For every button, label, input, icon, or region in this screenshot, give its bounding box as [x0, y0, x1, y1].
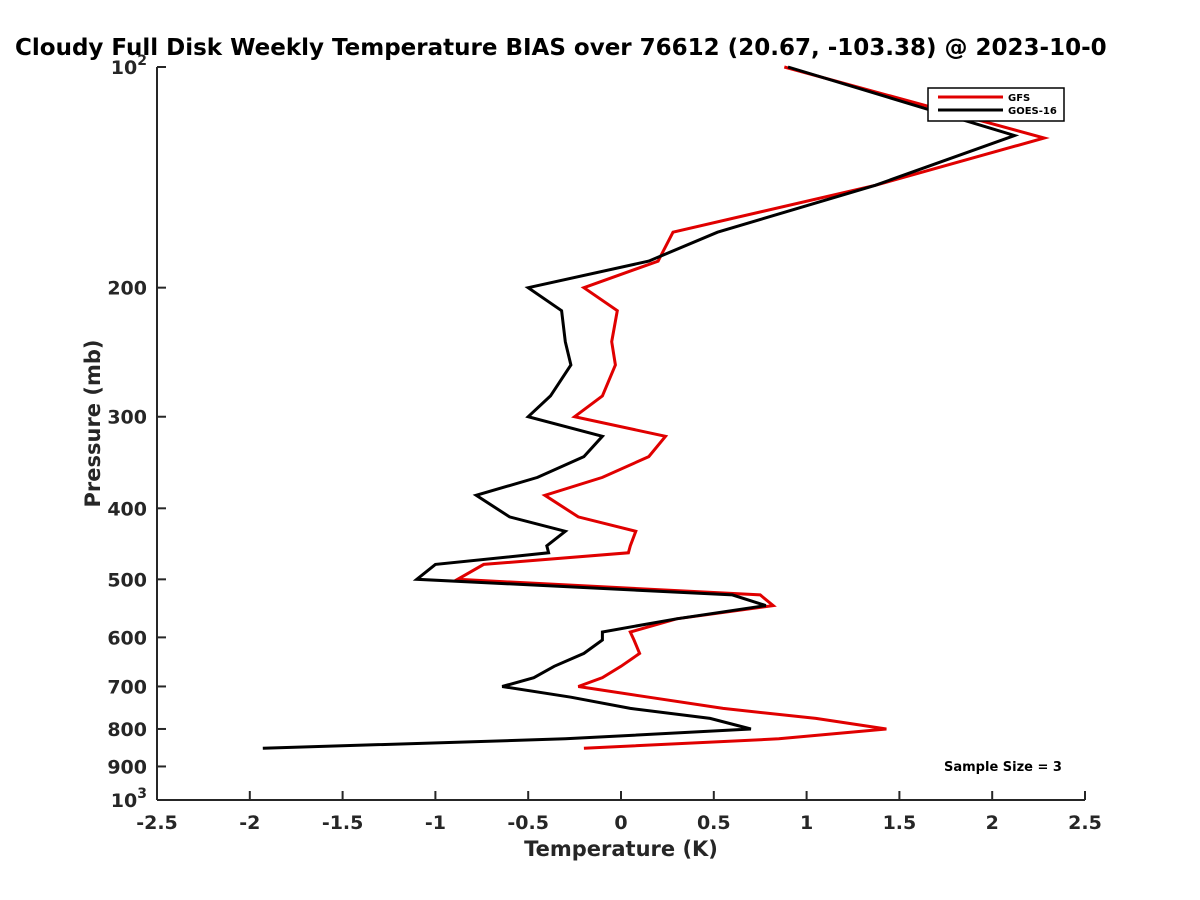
x-axis-label: Temperature (K)	[524, 837, 718, 861]
legend-label: GFS	[1008, 93, 1030, 104]
y-tick-base: 10	[111, 790, 137, 812]
y-tick-label: 800	[107, 719, 147, 741]
legend: GFS GOES-16	[927, 87, 1065, 122]
y-tick-label: 400	[107, 498, 147, 520]
chart-title: Cloudy Full Disk Weekly Temperature BIAS…	[15, 35, 1107, 61]
y-axis-label: Pressure (mb)	[81, 340, 105, 508]
x-tick-label: 0.5	[697, 812, 731, 834]
y-tick-label: 900	[107, 756, 147, 778]
series-line-gfs	[452, 65, 1050, 750]
x-tick-label: -2	[239, 812, 260, 834]
y-tick-label: 103	[111, 786, 147, 812]
y-tick-label: 700	[107, 676, 147, 698]
y-tick-base: 600	[107, 627, 147, 649]
x-tick-label: -1	[425, 812, 446, 834]
x-tick-label: -1.5	[322, 812, 364, 834]
y-tick-label: 102	[111, 53, 147, 79]
x-tick-label: 1.5	[883, 812, 917, 834]
y-tick-base: 900	[107, 756, 147, 778]
series-line-goes-16	[262, 65, 1020, 750]
x-tick-label: 1	[800, 812, 813, 834]
y-tick-exponent: 3	[137, 786, 147, 802]
legend-box	[927, 87, 1065, 122]
y-tick-base: 10	[111, 57, 137, 79]
x-tick-label: 2.5	[1068, 812, 1102, 834]
x-tick-label: -2.5	[136, 812, 178, 834]
y-tick-label: 500	[107, 569, 147, 591]
plot-area	[262, 65, 1050, 750]
x-axis: -2.5 -2 -1.5 -1 -0.5 0 0.5 1 1.5 2 2.5	[136, 791, 1102, 834]
x-tick-label: 2	[986, 812, 999, 834]
x-tick-label: -0.5	[507, 812, 549, 834]
y-tick-base: 800	[107, 719, 147, 741]
x-tick-label: 0	[614, 812, 627, 834]
y-tick-label: 300	[107, 407, 147, 429]
y-tick-label: 600	[107, 627, 147, 649]
y-tick-exponent: 2	[137, 53, 147, 69]
y-tick-base: 500	[107, 569, 147, 591]
y-tick-label: 200	[107, 278, 147, 300]
y-tick-base: 200	[107, 278, 147, 300]
sample-size-annotation: Sample Size = 3	[944, 760, 1062, 775]
y-tick-base: 700	[107, 676, 147, 698]
legend-label: GOES-16	[1008, 106, 1057, 117]
y-tick-base: 300	[107, 407, 147, 429]
y-tick-base: 400	[107, 498, 147, 520]
